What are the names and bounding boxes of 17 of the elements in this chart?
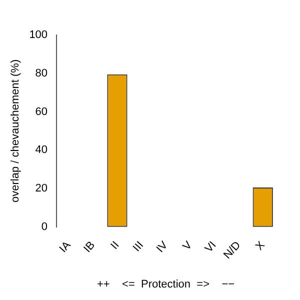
x-tick-label: II (108, 239, 122, 252)
x-tick-label: V (180, 238, 195, 253)
y-axis-title: overlap / chevauchement (%) (10, 59, 22, 202)
x-tick-label: IB (82, 239, 98, 256)
x-tick-label: IV (154, 238, 171, 256)
y-tick-label: 0 (41, 220, 48, 233)
y-tick-label: 20 (35, 182, 48, 195)
y-tick-label: 100 (29, 29, 48, 42)
x-axis-title: ++ <= Protection => −− (96, 278, 235, 290)
y-tick-label: 40 (35, 144, 48, 156)
y-tick-label: 60 (35, 106, 48, 118)
x-tick-label: N/D (222, 239, 244, 262)
x-tick-label: X (254, 238, 268, 253)
x-tick-label: IA (57, 238, 74, 256)
x-tick-label: III (130, 239, 146, 254)
x-tick-label: VI (202, 239, 219, 256)
y-tick-label: 80 (35, 67, 48, 80)
